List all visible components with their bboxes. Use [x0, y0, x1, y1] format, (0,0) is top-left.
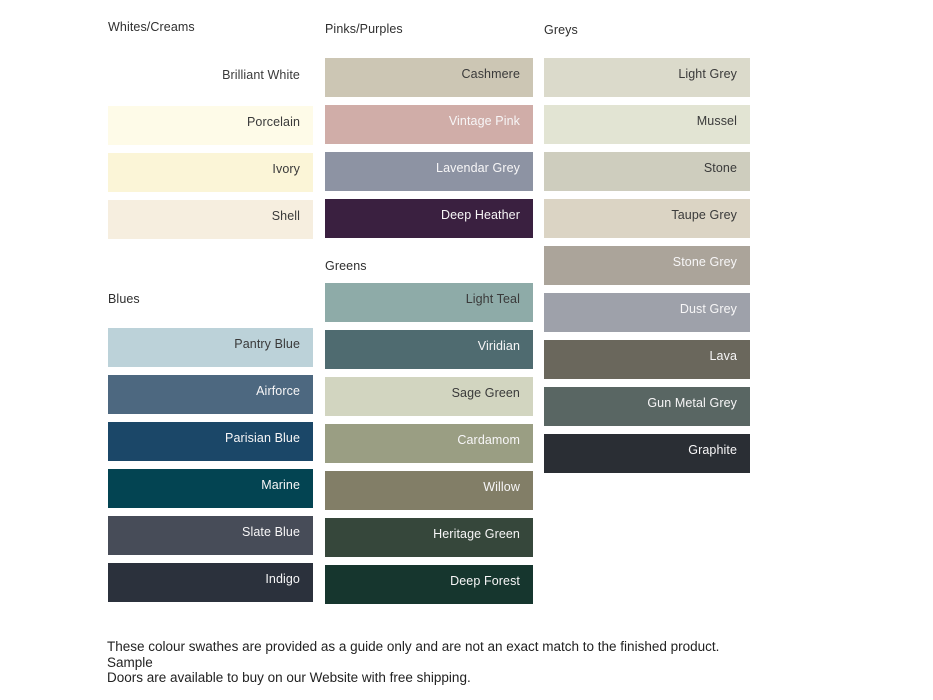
- color-swatch-gun-metal-grey: Gun Metal Grey: [544, 387, 750, 426]
- color-swatch-cardamom: Cardamom: [325, 424, 533, 463]
- color-swatch-label: Graphite: [688, 442, 737, 457]
- color-swatch-light-grey: Light Grey: [544, 58, 750, 97]
- swatch-list-pinks-purples: Cashmere Vintage Pink Lavendar Grey Deep He…: [325, 58, 533, 238]
- color-swatch-pantry-blue: Pantry Blue: [108, 328, 313, 367]
- color-swatch-viridian: Viridian: [325, 330, 533, 369]
- section-greys: Greys Light Grey Mussel Stone Taupe Grey Sto…: [544, 22, 750, 481]
- color-swatch-label: Shell: [271, 208, 300, 223]
- color-swatch-parisian-blue: Parisian Blue: [108, 422, 313, 461]
- color-swatch-cashmere: Cashmere: [325, 58, 533, 97]
- section-greens: Greens Light Teal Viridian Sage Green Carda…: [325, 258, 533, 612]
- color-swatch-lavendar-grey: Lavendar Grey: [325, 152, 533, 191]
- swatch-list-greens: Light Teal Viridian Sage Green Cardamom Will…: [325, 283, 533, 604]
- color-swatch-stone: Stone: [544, 152, 750, 191]
- section-title-greys: Greys: [544, 23, 578, 37]
- color-swatch-label: Lava: [709, 348, 737, 363]
- color-swatch-lava: Lava: [544, 340, 750, 379]
- swatch-list-greys: Light Grey Mussel Stone Taupe Grey Stone Gre…: [544, 58, 750, 473]
- color-swatch-label: Viridian: [477, 338, 520, 353]
- color-swatch-ivory: Ivory: [108, 153, 313, 192]
- color-swatch-label: Porcelain: [246, 114, 300, 129]
- color-swatch-indigo: Indigo: [108, 563, 313, 602]
- color-swatch-label: Marine: [261, 477, 300, 492]
- color-swatch-slate-blue: Slate Blue: [108, 516, 313, 555]
- color-swatch-stone-grey: Stone Grey: [544, 246, 750, 285]
- color-swatch-label: Light Grey: [678, 66, 737, 81]
- color-swatch-label: Indigo: [265, 571, 300, 586]
- color-swatch-label: Cashmere: [461, 66, 520, 81]
- color-swatch-label: Lavendar Grey: [436, 160, 520, 175]
- color-swatch-shell: Shell: [108, 200, 313, 239]
- color-swatch-label: Light Teal: [465, 291, 520, 306]
- color-swatch-vintage-pink: Vintage Pink: [325, 105, 533, 144]
- footer-disclaimer-text: These colour swathes are provided as a g…: [107, 639, 720, 685]
- color-swatch-deep-heather: Deep Heather: [325, 199, 533, 238]
- color-swatch-label: Stone Grey: [672, 254, 737, 269]
- color-swatch-label: Brilliant White: [222, 67, 300, 82]
- color-swatch-label: Vintage Pink: [448, 113, 520, 128]
- color-swatch-taupe-grey: Taupe Grey: [544, 199, 750, 238]
- color-swatch-label: Willow: [483, 479, 520, 494]
- color-swatch-label: Cardamom: [457, 432, 520, 447]
- section-pinks-purples: Pinks/Purples Cashmere Vintage Pink Lavend…: [325, 21, 533, 246]
- color-swatch-dust-grey: Dust Grey: [544, 293, 750, 332]
- color-swatch-graphite: Graphite: [544, 434, 750, 473]
- color-swatch-mussel: Mussel: [544, 105, 750, 144]
- color-swatch-deep-forest: Deep Forest: [325, 565, 533, 604]
- color-swatch-label: Airforce: [256, 383, 300, 398]
- color-swatch-brilliant-white: Brilliant White: [108, 59, 313, 98]
- color-swatch-label: Deep Forest: [450, 573, 520, 588]
- section-whites-creams: Whites/Creams Brilliant White Porcelain Iv…: [108, 19, 313, 247]
- color-swatch-label: Ivory: [272, 161, 300, 176]
- color-swatch-label: Sage Green: [451, 385, 520, 400]
- color-swatch-label: Deep Heather: [440, 207, 520, 222]
- color-swatch-label: Stone: [703, 160, 737, 175]
- color-swatch-airforce: Airforce: [108, 375, 313, 414]
- section-title-blues: Blues: [108, 292, 140, 306]
- section-title-pinks-purples: Pinks/Purples: [325, 22, 403, 36]
- color-swatch-porcelain: Porcelain: [108, 106, 313, 145]
- color-swatch-label: Gun Metal Grey: [647, 395, 737, 410]
- color-swatch-label: Dust Grey: [679, 301, 737, 316]
- color-swatch-marine: Marine: [108, 469, 313, 508]
- section-title-whites-creams: Whites/Creams: [108, 20, 195, 34]
- swatch-list-blues: Pantry Blue Airforce Parisian Blue Marine Sl…: [108, 328, 313, 602]
- section-blues: Blues Pantry Blue Airforce Parisian Blue Ma…: [108, 291, 313, 610]
- color-swatch-heritage-green: Heritage Green: [325, 518, 533, 557]
- color-swatch-label: Mussel: [696, 113, 737, 128]
- color-swatch-label: Taupe Grey: [671, 207, 737, 222]
- color-swatch-label: Slate Blue: [242, 524, 300, 539]
- color-swatch-label: Parisian Blue: [225, 430, 300, 445]
- color-swatch-label: Heritage Green: [433, 526, 520, 541]
- swatch-list-whites-creams: Brilliant White Porcelain Ivory Shell: [108, 59, 313, 239]
- color-swatch-willow: Willow: [325, 471, 533, 510]
- color-swatch-sage-green: Sage Green: [325, 377, 533, 416]
- color-swatch-light-teal: Light Teal: [325, 283, 533, 322]
- color-swatch-label: Pantry Blue: [234, 336, 300, 351]
- section-title-greens: Greens: [325, 259, 367, 273]
